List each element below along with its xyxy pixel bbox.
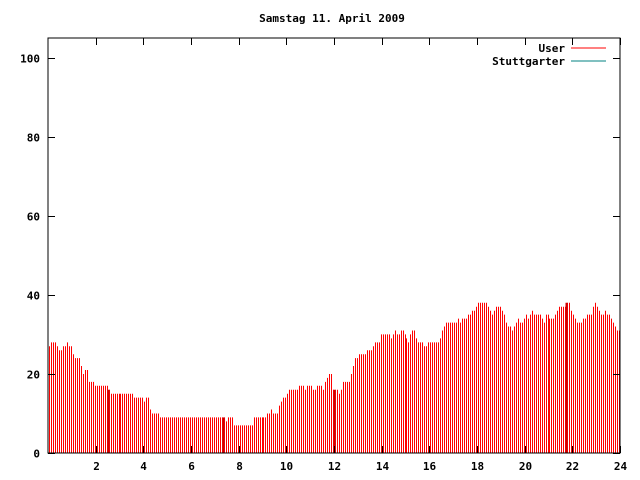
y-tick-label-1: 20 (27, 369, 40, 382)
marker-lines-layer (107, 302, 568, 453)
legend: User Stuttgarter (492, 42, 606, 68)
y-tick-label-5: 100 (20, 53, 40, 66)
legend-label-user: User (539, 42, 566, 55)
legend-label-stuttgarter: Stuttgarter (492, 55, 565, 68)
y-tick-label-0: 0 (33, 448, 40, 461)
x-tick-label-10: 22 (566, 460, 579, 473)
y-tick-label-4: 80 (27, 132, 40, 145)
bars-layer (49, 302, 620, 453)
x-tick-label-5: 12 (328, 460, 341, 473)
x-tick-label-8: 18 (471, 460, 484, 473)
x-tick-label-2: 6 (188, 460, 195, 473)
x-tick-label-4: 10 (280, 460, 293, 473)
x-tick-label-1: 4 (140, 460, 147, 473)
x-tick-label-3: 8 (236, 460, 243, 473)
x-tick-label-7: 16 (423, 460, 437, 473)
y-tick-label-3: 60 (27, 211, 40, 224)
x-tick-label-0: 2 (93, 460, 100, 473)
y-tick-label-2: 40 (27, 290, 40, 303)
x-tick-label-9: 20 (519, 460, 532, 473)
chart-title: Samstag 11. April 2009 (259, 12, 405, 25)
x-tick-label-11: 24 (614, 460, 628, 473)
x-tick-label-6: 14 (376, 460, 390, 473)
